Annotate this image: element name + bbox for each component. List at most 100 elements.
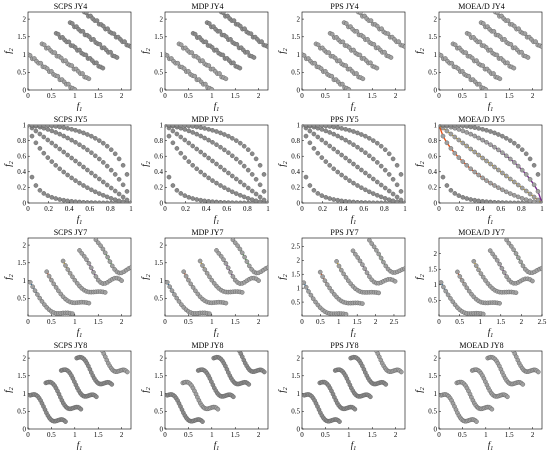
data-point	[110, 263, 115, 269]
data-point	[226, 187, 231, 193]
data-point	[457, 274, 463, 279]
data-point	[49, 195, 55, 200]
data-point	[86, 300, 92, 306]
data-point	[376, 251, 381, 257]
data-point	[367, 189, 372, 195]
data-point	[511, 65, 517, 71]
data-point	[535, 189, 541, 194]
data-point	[202, 152, 207, 158]
data-point	[210, 178, 215, 183]
data-point	[235, 243, 240, 249]
data-point	[460, 128, 466, 134]
data-point	[172, 292, 177, 297]
data-point	[307, 128, 313, 134]
data-point	[174, 188, 180, 193]
data-point	[504, 238, 509, 243]
data-point	[337, 58, 342, 63]
y-tick-label: 0	[160, 199, 164, 207]
data-point	[535, 172, 541, 177]
x-tick-label: 0	[163, 92, 167, 100]
data-point	[508, 345, 512, 349]
data-point	[101, 193, 106, 198]
data-point	[351, 47, 356, 53]
data-point	[456, 155, 462, 160]
y-tick-label: 0	[23, 199, 27, 207]
x-tick-label: 2	[257, 318, 261, 326]
data-point	[383, 263, 389, 269]
data-point	[508, 156, 513, 162]
data-point	[210, 127, 215, 133]
data-point	[97, 200, 102, 203]
data-point	[223, 300, 229, 306]
data-point	[360, 301, 365, 306]
y-tick-label: 1	[23, 51, 27, 59]
data-point	[352, 406, 358, 412]
data-point	[81, 144, 86, 150]
data-point	[351, 199, 356, 203]
chart-svg: 0 0.5 1 1.5 2 0 0.5 1 1.5 2 f1 f2	[277, 11, 406, 113]
data-point	[390, 156, 396, 162]
data-point	[448, 296, 453, 301]
data-point	[313, 299, 318, 305]
data-point	[190, 285, 196, 290]
data-point	[102, 290, 108, 295]
data-point	[439, 125, 442, 128]
chart-svg: 0 0.5 1 1.5 2 0.5 1 1.5 2 f1 f2	[140, 237, 269, 339]
data-point	[452, 150, 458, 156]
data-point	[539, 265, 542, 271]
data-point	[512, 140, 517, 146]
axes-box	[301, 237, 406, 317]
data-point	[382, 49, 387, 55]
data-point	[125, 369, 130, 375]
data-point	[85, 132, 90, 137]
data-point	[182, 125, 188, 128]
data-point	[193, 288, 198, 294]
data-point	[228, 270, 233, 275]
data-point	[49, 140, 55, 146]
y-tick-label: 0.8	[428, 137, 437, 145]
data-point	[97, 176, 102, 182]
data-point	[335, 169, 341, 175]
data-point	[523, 151, 529, 157]
data-point	[527, 198, 533, 203]
data-point	[319, 193, 325, 198]
data-point	[344, 21, 349, 26]
data-point	[340, 81, 345, 87]
data-point	[468, 125, 473, 130]
y-tick-label: 2	[297, 257, 301, 265]
chart-svg: 0 0.5 1 1.5 2 0.5 1 1.5 2 f1 f2	[3, 237, 132, 339]
x-tick-label: 1	[73, 92, 77, 100]
data-point	[69, 137, 74, 143]
data-point	[448, 146, 454, 151]
data-point	[166, 125, 172, 128]
data-point	[128, 200, 131, 203]
data-point	[307, 125, 313, 128]
data-point	[460, 195, 466, 200]
data-point	[244, 259, 250, 264]
data-point	[375, 140, 380, 146]
data-point	[93, 274, 99, 279]
chart-title: SCPS JY7	[53, 228, 88, 237]
data-point	[353, 251, 358, 257]
data-point	[355, 200, 360, 203]
y-tick-label: 1	[160, 390, 164, 398]
data-point	[72, 277, 78, 283]
data-point	[245, 196, 251, 201]
data-point	[496, 200, 501, 203]
data-point	[32, 288, 38, 293]
data-point	[367, 343, 371, 347]
data-point	[80, 71, 85, 76]
data-point	[539, 200, 542, 203]
data-point	[474, 58, 479, 63]
data-point	[500, 170, 505, 176]
y-tick-label: 2	[23, 354, 27, 362]
data-point	[512, 160, 517, 165]
data-point	[41, 125, 47, 128]
data-point	[501, 344, 505, 348]
data-point	[317, 269, 323, 275]
data-point	[231, 343, 235, 347]
data-point	[368, 343, 372, 347]
x-tick-label: 0.5	[47, 431, 56, 439]
data-point	[112, 197, 118, 202]
data-point	[249, 188, 255, 194]
